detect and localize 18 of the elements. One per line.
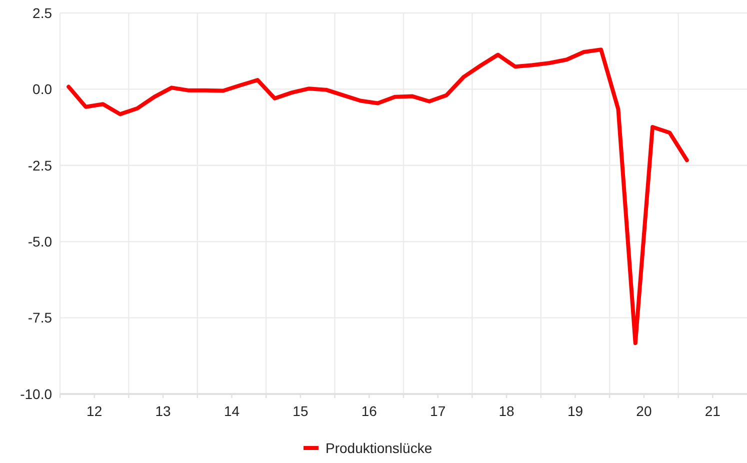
x-tick-label: 18	[498, 403, 515, 419]
x-tick-label: 17	[430, 403, 446, 419]
x-tick-label: 20	[636, 403, 652, 419]
line-series	[66, 48, 689, 346]
x-tick-label: 15	[292, 403, 308, 419]
y-tick-label: -10.0	[20, 386, 52, 402]
x-tick-label: 21	[704, 403, 721, 419]
x-tick-label: 16	[361, 403, 378, 419]
x-tick-label: 14	[224, 403, 240, 419]
y-tick-label: -5.0	[28, 234, 52, 250]
x-tick-label: 13	[155, 403, 172, 419]
y-tick-label: 2.5	[32, 4, 52, 21]
x-tick-label: 12	[86, 403, 102, 419]
x-tick-label: 19	[567, 403, 584, 419]
y-tick-label: 0.0	[32, 81, 52, 98]
legend-label: Produktionslücke	[326, 440, 432, 456]
y-tick-label: -2.5	[28, 157, 52, 174]
y-tick-label: -7.5	[28, 310, 52, 326]
